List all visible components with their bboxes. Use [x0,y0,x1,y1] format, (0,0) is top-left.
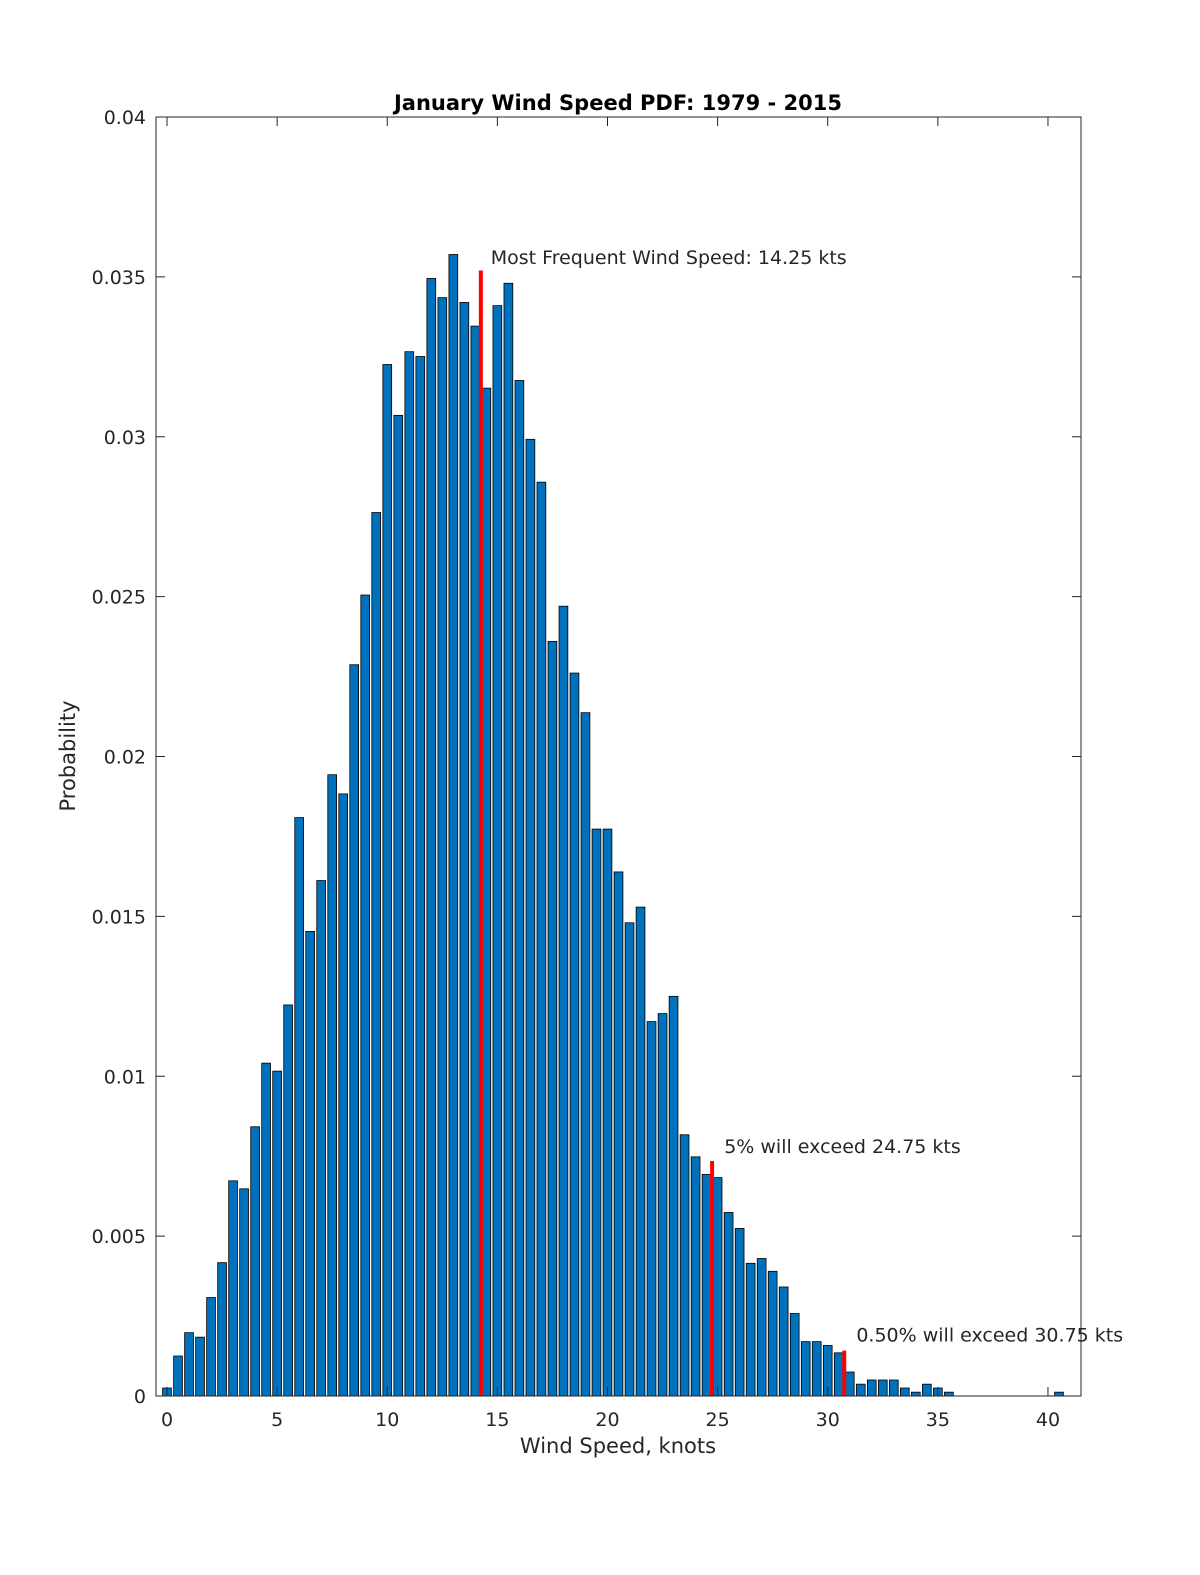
x-tick-label: 10 [375,1409,399,1431]
y-tick-label: 0.025 [92,587,146,609]
y-tick-label: 0.035 [92,267,146,289]
bar [745,1262,756,1397]
y-tick-label: 0.03 [104,427,146,449]
bar [261,1062,271,1397]
y-tick-label: 0.015 [92,906,146,928]
bar [272,1070,282,1397]
bar [382,364,393,1397]
bar [305,931,315,1397]
bar [723,1212,734,1397]
bar [866,1379,877,1397]
bar [833,1352,844,1397]
x-tick-label: 40 [1036,1409,1060,1431]
bar [900,1387,910,1397]
bar [591,828,602,1397]
chart-title: January Wind Speed PDF: 1979 - 2015 [392,91,842,115]
bar [712,1177,723,1397]
bar [877,1379,888,1397]
x-tick-label: 25 [706,1409,730,1431]
x-tick-label: 15 [485,1409,509,1431]
bar [911,1391,921,1397]
bar [481,387,492,1397]
y-axis-label: Probability [56,700,80,811]
bars-layer [162,254,1064,1397]
bar [580,712,591,1397]
bar [316,880,326,1397]
bar [778,1286,789,1397]
bar [701,1174,712,1397]
x-tick-label: 30 [816,1409,840,1431]
bar [239,1188,249,1397]
x-tick-label: 0 [161,1409,173,1431]
bar [437,297,448,1397]
x-tick-label: 5 [271,1409,283,1431]
bar [448,254,459,1397]
bar [173,1355,183,1397]
bar [404,351,415,1397]
bar [767,1270,778,1397]
bar [679,1134,690,1397]
bar [756,1258,767,1397]
bar [206,1297,216,1397]
y-axis-ticks: 0 0.005 0.01 0.015 0.02 0.025 0.03 0.035 0.04 [92,107,1081,1408]
bar [635,906,646,1397]
bar [1054,1391,1064,1397]
bar [184,1332,194,1397]
bar [349,664,360,1397]
bar [944,1391,954,1397]
bar [338,793,349,1397]
bar [558,605,569,1397]
bar [217,1262,227,1397]
bar [228,1180,238,1397]
bar [690,1156,701,1397]
bar [360,594,371,1397]
bar [855,1383,866,1397]
bar [547,640,558,1397]
bar [492,305,503,1397]
x-tick-label: 20 [595,1409,619,1431]
x-tick-label: 35 [926,1409,950,1431]
bar [646,1021,657,1397]
bar [624,922,635,1397]
bar [415,356,426,1397]
bar [844,1371,855,1397]
bar [294,817,304,1397]
markers-layer: Most Frequent Wind Speed: 14.25 kts 5% wi… [478,247,1123,1396]
marker-label: 5% will exceed 24.75 kts [724,1136,961,1158]
bar [922,1383,932,1397]
bar [811,1341,822,1397]
bar [283,1004,293,1397]
bar [734,1228,745,1397]
y-tick-label: 0.005 [92,1226,146,1248]
y-tick-label: 0.02 [104,747,146,769]
bar [657,1013,668,1397]
bar [250,1126,260,1397]
x-axis-label: Wind Speed, knots [520,1434,716,1458]
bar [888,1379,899,1397]
bar [426,278,437,1397]
y-tick-label: 0.01 [104,1066,146,1088]
bar [569,672,580,1397]
bar [514,380,525,1397]
marker-label: Most Frequent Wind Speed: 14.25 kts [491,247,847,269]
x-axis-ticks: 0 5 10 15 20 25 30 35 40 [161,117,1060,1431]
y-tick-label: 0 [134,1386,146,1408]
bar [503,282,514,1397]
bar [536,481,547,1397]
bar [327,774,338,1397]
bar [371,512,382,1397]
bar [602,828,613,1397]
bar [525,438,536,1397]
bar [668,995,679,1397]
bar [613,871,624,1397]
bar [195,1336,205,1397]
bar [789,1313,800,1397]
y-tick-label: 0.04 [104,107,146,129]
bar [393,414,404,1397]
marker-label: 0.50% will exceed 30.75 kts [856,1325,1123,1347]
bar [470,325,481,1397]
bar [459,302,470,1397]
bar [800,1341,811,1397]
